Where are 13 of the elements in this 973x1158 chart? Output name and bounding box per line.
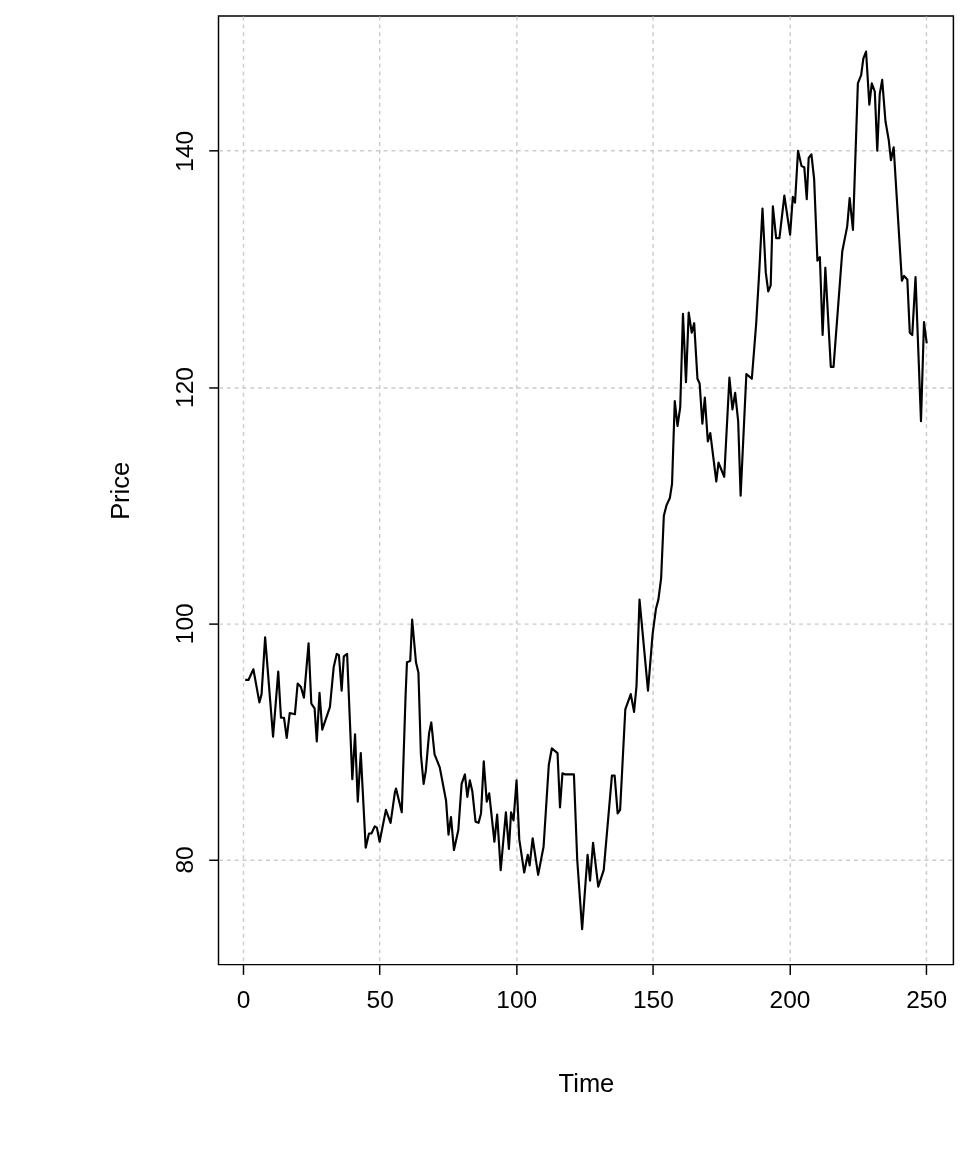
y-tick-label: 140 xyxy=(170,130,198,172)
x-tick-label: 100 xyxy=(496,986,538,1014)
x-tick-label: 50 xyxy=(366,986,394,1014)
x-tick-label: 0 xyxy=(236,986,251,1014)
x-tick-label: 150 xyxy=(632,986,674,1014)
y-tick-label: 120 xyxy=(170,367,198,408)
y-tick-label: 100 xyxy=(170,603,198,645)
x-axis-title: Time xyxy=(558,1069,615,1098)
line-series xyxy=(244,50,928,931)
x-tick-label: 200 xyxy=(769,986,811,1014)
y-axis-title: Price xyxy=(105,461,134,520)
y-tick-label: 80 xyxy=(170,846,198,874)
x-tick-label: 250 xyxy=(906,986,948,1014)
